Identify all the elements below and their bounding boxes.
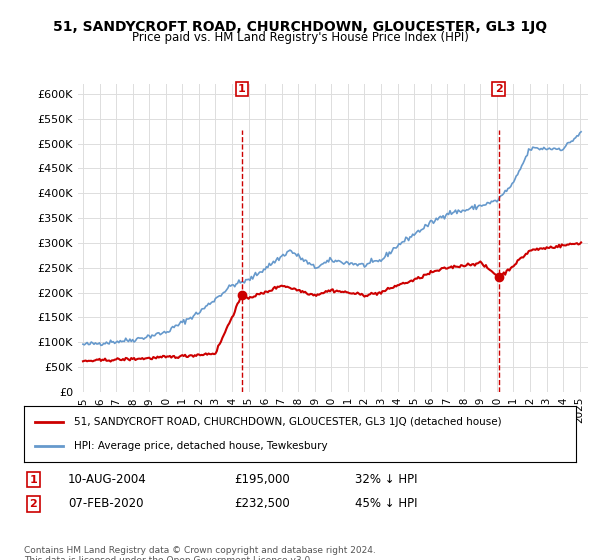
Text: £195,000: £195,000: [234, 473, 290, 486]
Text: 32% ↓ HPI: 32% ↓ HPI: [355, 473, 418, 486]
Text: 10-AUG-2004: 10-AUG-2004: [68, 473, 147, 486]
Text: 51, SANDYCROFT ROAD, CHURCHDOWN, GLOUCESTER, GL3 1JQ: 51, SANDYCROFT ROAD, CHURCHDOWN, GLOUCES…: [53, 20, 547, 34]
Text: Price paid vs. HM Land Registry's House Price Index (HPI): Price paid vs. HM Land Registry's House …: [131, 31, 469, 44]
Text: HPI: Average price, detached house, Tewkesbury: HPI: Average price, detached house, Tewk…: [74, 441, 328, 451]
Text: 45% ↓ HPI: 45% ↓ HPI: [355, 497, 418, 510]
Text: 51, SANDYCROFT ROAD, CHURCHDOWN, GLOUCESTER, GL3 1JQ (detached house): 51, SANDYCROFT ROAD, CHURCHDOWN, GLOUCES…: [74, 417, 502, 427]
Text: 2: 2: [29, 499, 37, 509]
Text: 1: 1: [238, 84, 246, 94]
Text: 2: 2: [495, 84, 502, 94]
Text: £232,500: £232,500: [234, 497, 290, 510]
Text: 1: 1: [29, 474, 37, 484]
Text: 07-FEB-2020: 07-FEB-2020: [68, 497, 143, 510]
Text: Contains HM Land Registry data © Crown copyright and database right 2024.
This d: Contains HM Land Registry data © Crown c…: [24, 546, 376, 560]
